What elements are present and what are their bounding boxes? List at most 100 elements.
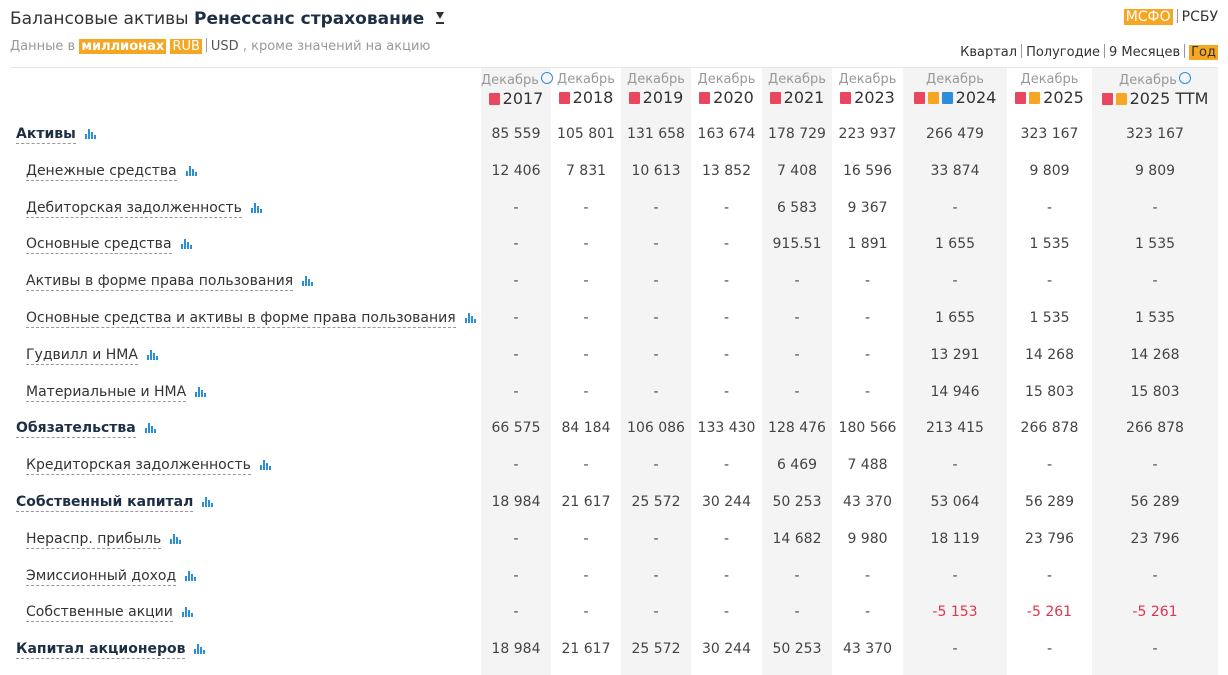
row-label[interactable]: Денежные средства [26, 162, 197, 181]
report-icon[interactable] [488, 93, 500, 105]
info-icon[interactable] [540, 72, 553, 84]
chart-icon[interactable] [185, 570, 197, 581]
row-label-text[interactable]: Кредиторская задолженность [26, 457, 251, 476]
column-year: 2020 [713, 88, 754, 107]
cell: - [723, 199, 730, 216]
chart-icon-bar [467, 313, 470, 323]
row-label[interactable]: Обязательства [16, 420, 156, 439]
row-label[interactable]: Материальные и НМА [26, 383, 207, 402]
cell: - [1152, 199, 1158, 216]
currency[interactable]: RUB [170, 39, 202, 54]
info-icon[interactable] [1178, 72, 1191, 84]
standard[interactable]: МСФО [1123, 9, 1173, 25]
row-label[interactable]: Активы в форме права пользования [26, 273, 314, 292]
row-label-text[interactable]: Основные средства и активы в форме права… [26, 310, 456, 328]
cell: 14 268 [1025, 346, 1074, 363]
chart-icon[interactable] [146, 349, 158, 360]
report-icon[interactable] [840, 92, 852, 104]
chart-icon[interactable] [180, 239, 192, 250]
row-label[interactable]: Эмиссионный доход [26, 567, 197, 586]
chart-icon[interactable] [170, 533, 182, 544]
standard[interactable]: РСБУ [1181, 9, 1218, 25]
report-icon[interactable] [1101, 93, 1113, 105]
chart-icon[interactable] [195, 386, 207, 397]
column-month: Декабрь [838, 72, 897, 87]
row-label-text[interactable]: Основные средства [26, 236, 172, 255]
row-label-text[interactable]: Дебиторская задолженность [26, 199, 242, 218]
currency[interactable]: USD [210, 39, 239, 54]
chart-icon[interactable] [84, 129, 96, 139]
chart-icon[interactable] [250, 202, 262, 213]
chart-icon[interactable] [194, 644, 206, 655]
cell: 30 244 [702, 494, 751, 510]
report-icon[interactable] [769, 92, 781, 104]
row-label[interactable]: Нераспр. прибыль [26, 530, 182, 549]
chart-icon[interactable] [185, 165, 197, 176]
row-label-text[interactable]: Эмиссионный доход [26, 567, 177, 586]
cell: - [723, 567, 730, 584]
report-icon[interactable] [1115, 93, 1127, 105]
report-icon[interactable] [1029, 92, 1041, 104]
row-label-text[interactable]: Собственные акции [26, 604, 173, 623]
report-icon[interactable] [628, 92, 640, 104]
company: Ренессанс страхование [194, 9, 425, 29]
row-label-text[interactable]: Активы [16, 126, 76, 144]
row-label-text[interactable]: Активы в форме права пользования [26, 273, 294, 292]
row-label[interactable]: Активы [16, 126, 96, 144]
cell: - [513, 236, 519, 253]
chart-icon-bar [202, 502, 205, 507]
chart-icon[interactable] [144, 423, 156, 434]
row-label-text[interactable]: Материальные и НМА [26, 383, 187, 402]
report-icon[interactable] [913, 92, 925, 104]
chart-icon[interactable] [202, 497, 214, 507]
row-label-text[interactable]: Нераспр. прибыль [26, 530, 162, 549]
cell: -5 261 [1132, 604, 1178, 621]
cell: - [653, 604, 659, 621]
units[interactable]: миллионах [79, 39, 167, 54]
row-label-text[interactable]: Денежные средства [26, 162, 177, 181]
report-icon[interactable] [699, 92, 711, 104]
report-icon[interactable] [941, 92, 953, 104]
row-label[interactable]: Кредиторская задолженность [26, 457, 271, 476]
column-header: Декабрь 2024 [903, 72, 1007, 107]
row-label-text[interactable]: Гудвилл и НМА [26, 346, 138, 365]
cell: 6 583 [776, 199, 818, 216]
column-bg [762, 68, 832, 675]
cell: - [583, 273, 589, 290]
separator [205, 38, 207, 52]
chart-icon[interactable] [302, 276, 314, 287]
row-label-text[interactable]: Капитал акционеров [16, 641, 186, 660]
row-label[interactable]: Собственный капитал [16, 494, 214, 512]
row-label[interactable]: Дебиторская задолженность [26, 199, 262, 218]
cell: 7 488 [847, 457, 888, 474]
report-icon[interactable] [1015, 92, 1027, 104]
row-label[interactable]: Основные средства [26, 236, 192, 255]
download-icon[interactable] [435, 12, 444, 24]
chart-icon[interactable] [464, 313, 476, 323]
report-icon[interactable] [927, 92, 939, 104]
separator [1184, 44, 1186, 58]
row-label-text[interactable]: Обязательства [16, 420, 136, 439]
cell: - [864, 383, 871, 400]
period[interactable]: Квартал [960, 45, 1018, 60]
period[interactable]: 9 Месяцев [1109, 45, 1181, 60]
row-label[interactable]: Гудвилл и НМА [26, 346, 158, 365]
row-label-text[interactable]: Собственный капитал [16, 494, 194, 512]
chart-icon[interactable] [181, 607, 193, 618]
row-label[interactable]: Собственные акции [26, 604, 193, 623]
chart-icon-bar [179, 539, 182, 544]
chart-icon-bar [185, 575, 188, 581]
chart-icon[interactable] [259, 460, 271, 471]
row-label[interactable]: Основные средства и активы в форме права… [26, 310, 476, 328]
period[interactable]: Полугодие [1026, 45, 1101, 60]
cell: 1 535 [1029, 236, 1070, 253]
row-label[interactable]: Капитал акционеров [16, 641, 206, 660]
cell: 106 086 [627, 420, 685, 437]
cell: 53 064 [930, 494, 980, 510]
column-header: Декабрь 2025 [1007, 72, 1092, 107]
chart-icon-bar [186, 242, 189, 250]
cell: 9 367 [847, 199, 888, 216]
report-icon[interactable] [558, 92, 570, 104]
chart-icon-bar [87, 129, 90, 139]
period[interactable]: Год [1189, 45, 1218, 60]
